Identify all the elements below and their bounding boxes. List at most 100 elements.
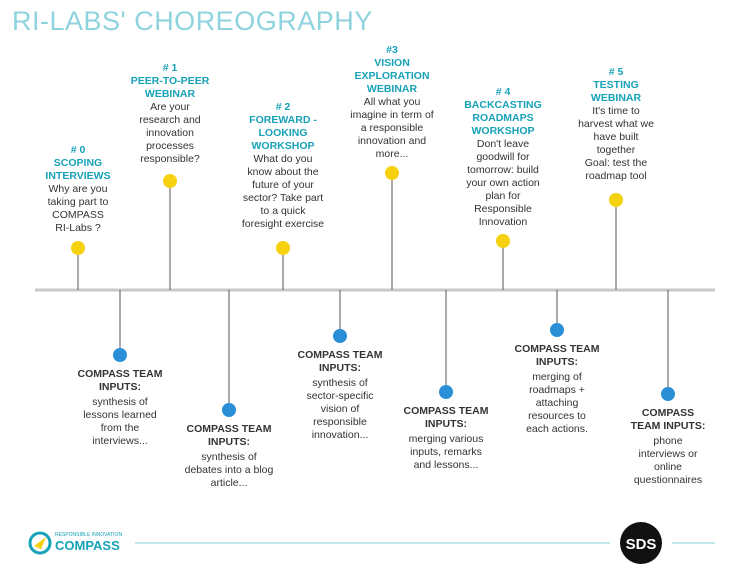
input-dot [113,348,127,362]
stage-number: # 1 [163,62,178,74]
input-text: interviews or [639,448,698,460]
input-text: debates into a blog [185,464,274,476]
input-text: innovation... [312,429,369,441]
input-dot [661,387,675,401]
stage-title: FOREWARD - [249,114,317,126]
input-text: synthesis of [92,396,148,408]
input-text: article... [211,477,248,489]
stage-number: #3 [386,44,398,56]
stage-description: foresight exercise [242,218,324,230]
stage-description: Goal: test the [585,157,648,169]
input-text: inputs, remarks [410,446,482,458]
stage-description: to a quick [261,205,307,217]
input-text: roadmaps + [529,384,585,396]
stage-description: harvest what we [578,118,654,130]
stage-description: a responsible [361,122,424,134]
stage-description: tomorrow: build [467,164,539,176]
stage-description: innovation and [358,135,426,147]
stage-description: know about the [247,166,318,178]
stage-description: Responsible [474,203,532,215]
input-heading: INPUTS: [536,356,578,368]
input-text: sector-specific [306,390,373,402]
stage-description: sector? Take part [243,192,323,204]
input-text: resources to [528,410,586,422]
stage-dot [496,234,510,248]
stage-dot [71,241,85,255]
stage-title: ROADMAPS [472,112,533,124]
input-text: and lessons... [414,459,479,471]
input-text: responsible [313,416,367,428]
stage-title: BACKCASTING [464,99,542,111]
stage-description: goodwill for [476,151,530,163]
logo-ring [28,531,52,555]
input-heading: COMPASS TEAM [298,349,383,361]
stage-dot [276,241,290,255]
stage-title: INTERVIEWS [45,170,110,182]
stage-number: # 0 [71,144,86,156]
input-text: attaching [536,397,579,409]
input-text: lessons learned [83,409,157,421]
input-text: phone [653,435,682,447]
input-text: interviews... [92,435,147,447]
input-text: online [654,461,682,473]
stage-description: Why are you [49,183,108,195]
input-text: merging various [409,433,484,445]
stage-title: EXPLORATION [354,70,429,82]
logo-tagline: RESPONSIBLE INNOVATION [55,532,122,538]
stage-dot [385,166,399,180]
stage-title: WEBINAR [145,88,196,100]
stage-description: responsible? [140,153,200,165]
compass-logo: RESPONSIBLE INNOVATION COMPASS [28,531,122,555]
input-dot [222,403,236,417]
stage-description: roadmap tool [585,170,646,182]
stage-description: have built [594,131,639,143]
stage-title: VISION [374,57,410,69]
input-dot [333,329,347,343]
input-dot [550,323,564,337]
input-heading: COMPASS [642,407,694,419]
stage-title: WEBINAR [591,92,642,104]
title: RI-LABS' CHOREOGRAPHY [12,6,373,36]
input-text: from the [101,422,140,434]
stage-description: Innovation [479,216,528,228]
input-heading: INPUTS: [99,381,141,393]
stage-title: LOOKING [259,127,308,139]
input-text: merging of [532,371,582,383]
stage-title: TESTING [593,79,639,91]
stage-number: # 2 [276,101,291,113]
stage-description: What do you [254,153,313,165]
input-heading: TEAM INPUTS: [631,420,706,432]
input-heading: INPUTS: [208,436,250,448]
input-heading: INPUTS: [425,418,467,430]
stage-number: # 5 [609,66,624,78]
stage-description: future of your [252,179,314,191]
stage-description: together [597,144,636,156]
stage-title: WORKSHOP [472,125,535,137]
stage-dot [163,174,177,188]
input-dot [439,385,453,399]
stage-description: your own action [466,177,540,189]
stage-title: WEBINAR [367,83,418,95]
input-text: vision of [321,403,360,415]
stage-title: SCOPING [54,157,102,169]
input-heading: COMPASS TEAM [404,405,489,417]
input-text: questionnaires [634,474,702,486]
logo-arrow [34,537,46,549]
stage-description: COMPASS [52,209,104,221]
stage-title: WORKSHOP [252,140,315,152]
stage-description: RI-Labs ? [55,222,101,234]
stage-description: research and [139,114,200,126]
stage-number: # 4 [496,86,511,98]
stage-description: more... [376,148,409,160]
stage-description: innovation [146,127,194,139]
stage-title: PEER-TO-PEER [131,75,210,87]
stage-description: imagine in term of [350,109,434,121]
stage-description: Don't leave [477,138,529,150]
input-heading: COMPASS TEAM [187,423,272,435]
stage-description: Are your [150,101,190,113]
stage-description: All what you [364,96,421,108]
stage-description: It's time to [592,105,640,117]
input-heading: COMPASS TEAM [515,343,600,355]
sds-logo [620,522,662,564]
stage-dot [609,193,623,207]
